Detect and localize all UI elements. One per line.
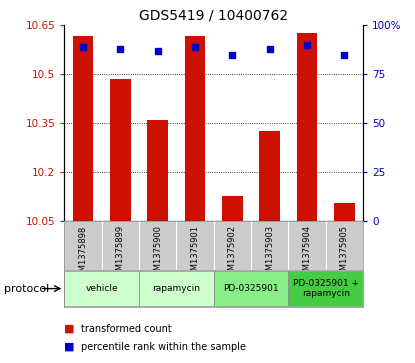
- Text: GSM1375903: GSM1375903: [265, 225, 274, 281]
- Bar: [185, 36, 205, 221]
- Text: vehicle: vehicle: [85, 284, 118, 293]
- Bar: [147, 120, 168, 221]
- Text: GSM1375904: GSM1375904: [303, 225, 312, 281]
- Bar: [334, 203, 355, 221]
- Title: GDS5419 / 10400762: GDS5419 / 10400762: [139, 9, 288, 23]
- Bar: [73, 36, 93, 221]
- Text: transformed count: transformed count: [81, 323, 172, 334]
- Text: rapamycin: rapamycin: [152, 284, 200, 293]
- Text: GSM1375902: GSM1375902: [228, 225, 237, 281]
- Text: GSM1375898: GSM1375898: [78, 225, 88, 282]
- Text: GSM1375901: GSM1375901: [190, 225, 200, 281]
- Bar: [139, 271, 214, 306]
- Text: PD-0325901: PD-0325901: [223, 284, 279, 293]
- Text: GSM1375900: GSM1375900: [153, 225, 162, 281]
- Bar: [214, 271, 288, 306]
- Text: GSM1375905: GSM1375905: [340, 225, 349, 281]
- Bar: [288, 271, 363, 306]
- Text: protocol: protocol: [4, 284, 49, 294]
- Text: ■: ■: [64, 323, 75, 334]
- Text: GSM1375899: GSM1375899: [116, 225, 125, 281]
- Text: PD-0325901 +
rapamycin: PD-0325901 + rapamycin: [293, 279, 359, 298]
- Bar: [222, 196, 243, 221]
- Text: percentile rank within the sample: percentile rank within the sample: [81, 342, 246, 352]
- Bar: [297, 33, 317, 221]
- Bar: [259, 131, 280, 221]
- Bar: [64, 271, 139, 306]
- Text: ■: ■: [64, 342, 75, 352]
- Bar: [110, 79, 131, 221]
